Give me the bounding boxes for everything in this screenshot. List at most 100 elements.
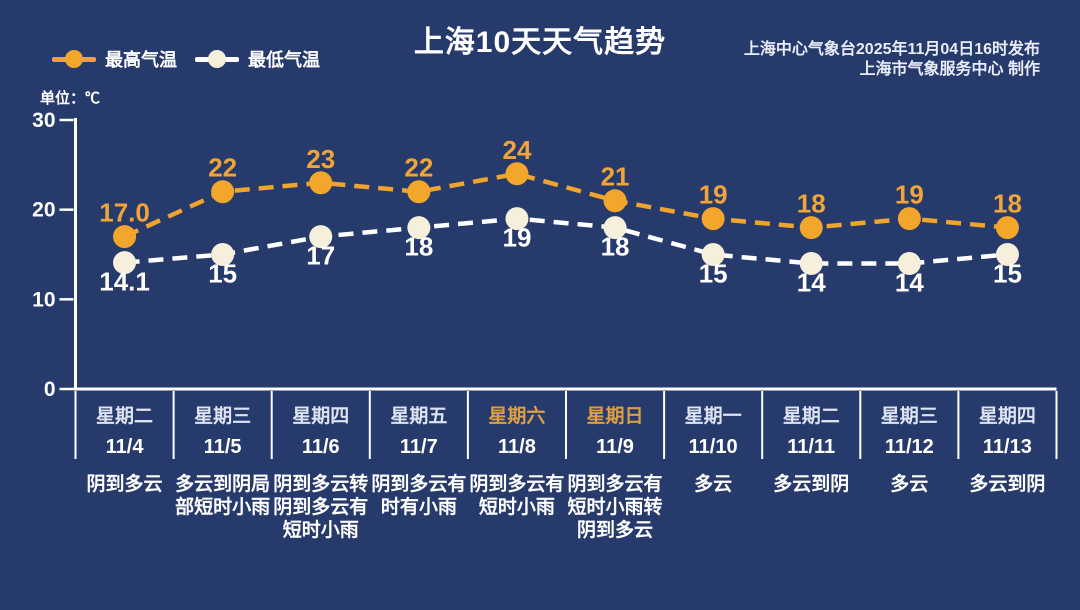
high-temp-point: [995, 216, 1019, 240]
chart-legend: 最高气温 最低气温: [52, 46, 320, 72]
day-column: 星期三 11/12 多云: [860, 391, 958, 542]
high-temp-value-label: 23: [306, 144, 335, 174]
forecast-text: 多云到阴: [969, 473, 1045, 496]
low-temp-legend-marker-icon: [195, 49, 239, 69]
low-temp-point: [309, 225, 333, 249]
forecast-text: 多云到阴局 部短时小雨: [175, 473, 270, 519]
high-temp-point: [603, 189, 627, 213]
forecast-line: 阴到多云: [577, 520, 654, 541]
forecast-line: 阴到多云有: [567, 474, 663, 495]
date-label: 11/6: [301, 436, 340, 458]
date-label: 11/4: [105, 436, 144, 458]
low-temp-point: [407, 216, 431, 240]
weekday-label: 星期三: [880, 406, 938, 427]
day-column: 星期四 11/6 阴到多云转 阴到多云有 短时小雨: [272, 391, 370, 542]
date-label: 11/11: [787, 436, 836, 458]
day-column: 星期二 11/11 多云到阴: [762, 391, 860, 542]
day-column: 星期六 11/8 阴到多云有 短时小雨: [468, 391, 566, 542]
y-axis-unit-label: 单位：℃: [40, 90, 101, 107]
date-label: 11/10: [688, 436, 738, 458]
legend-item-low-temp: 最低气温: [195, 46, 320, 72]
legend-label-high: 最高气温: [105, 50, 177, 70]
weekday-label: 星期一: [684, 406, 742, 427]
source-line-2: 上海市气象服务中心 制作: [859, 61, 1040, 78]
page-title: 上海10天天气趋势: [413, 26, 667, 59]
weekday-label: 星期四: [978, 406, 1036, 427]
weekday-label: 星期三: [194, 406, 252, 427]
low-temp-value-label: 19: [502, 223, 531, 253]
forecast-line: 多云到阴: [969, 474, 1046, 495]
day-column: 星期一 11/10 多云: [664, 391, 762, 542]
low-temp-value-label: 15: [699, 259, 728, 289]
low-temp-point: [995, 243, 1019, 266]
source-attribution: 上海中心气象台2025年11月04日16时发布 上海市气象服务中心 制作: [744, 40, 1040, 80]
low-temp-point: [505, 207, 529, 231]
weekday-label: 星期五: [390, 406, 448, 427]
low-temp-value-label: 18: [601, 232, 630, 262]
forecast-line: 多云: [890, 474, 929, 495]
date-label: 11/12: [884, 436, 934, 458]
high-temp-point: [113, 225, 137, 249]
low-temp-value-label: 15: [993, 259, 1022, 289]
forecast-text: 阴到多云有 时有小雨: [371, 473, 466, 519]
low-temp-point: [603, 216, 627, 240]
forecast-text: 多云到阴: [773, 473, 849, 496]
day-column: 星期日 11/9 阴到多云有 短时小雨转 阴到多云: [566, 391, 664, 542]
legend-label-low: 最低气温: [248, 50, 320, 70]
high-temp-value-label: 24: [502, 135, 531, 165]
forecast-line: 多云到阴局: [175, 474, 271, 495]
high-temp-value-label: 19: [895, 180, 924, 210]
low-temp-value-label: 14.1: [99, 267, 150, 297]
low-temp-value-label: 14: [797, 267, 826, 297]
weekday-label: 星期四: [292, 406, 350, 427]
weekday-label: 星期六: [488, 406, 546, 427]
low-temp-value-label: 17: [306, 241, 335, 271]
forecast-line: 多云到阴: [773, 474, 850, 495]
forecast-line: 短时小雨: [282, 520, 359, 541]
high-temp-line: [123, 171, 1008, 239]
high-temp-value-label: 18: [993, 189, 1022, 219]
forecast-line: 多云: [694, 474, 733, 495]
date-label: 11/5: [203, 436, 242, 458]
high-temp-point: [309, 171, 333, 195]
high-temp-legend-marker-icon: [52, 49, 96, 69]
high-temp-point: [407, 180, 431, 204]
high-temp-point: [799, 216, 823, 240]
high-temp-value-label: 22: [208, 153, 237, 183]
forecast-text: 多云: [694, 473, 732, 496]
source-line-1: 上海中心气象台2025年11月04日16时发布: [743, 41, 1040, 58]
low-temp-point: [897, 251, 921, 275]
y-tick-label: 0: [44, 378, 56, 401]
high-temp-value-label: 21: [601, 162, 630, 192]
forecast-text: 阴到多云有 短时小雨转 阴到多云: [568, 473, 663, 542]
x-axis-day-columns: 星期二 11/4 阴到多云 星期三 11/5 多云到阴局 部短时小雨 星期四 11/6 阴到多云转…: [76, 391, 1057, 542]
y-tick-label: 10: [32, 288, 55, 311]
forecast-line: 阴到多云: [86, 474, 163, 495]
day-column: 星期三 11/5 多云到阴局 部短时小雨: [174, 391, 272, 542]
day-column: 星期五 11/7 阴到多云有 时有小雨: [370, 391, 468, 542]
y-tick-label: 30: [32, 109, 55, 132]
forecast-text: 多云: [890, 473, 928, 496]
low-temp-point: [113, 251, 137, 275]
forecast-line: 阴到多云有: [371, 474, 467, 495]
low-temp-line: [124, 216, 1008, 266]
forecast-line: 短时小雨: [478, 497, 555, 518]
legend-item-high-temp: 最高气温: [52, 46, 177, 72]
weekday-label: 星期二: [96, 406, 154, 427]
forecast-text: 阴到多云: [87, 473, 163, 496]
high-temp-value-label: 19: [699, 180, 728, 210]
forecast-text: 阴到多云有 短时小雨: [469, 473, 564, 519]
low-temp-point: [799, 251, 823, 275]
forecast-line: 短时小雨转: [567, 497, 663, 518]
forecast-line: 部短时小雨: [175, 497, 271, 518]
high-temp-point: [211, 180, 235, 204]
y-tick-label: 20: [32, 199, 55, 222]
forecast-line: 阴到多云有: [469, 474, 565, 495]
high-temp-point: [505, 162, 529, 186]
forecast-line: 阴到多云有: [273, 497, 369, 518]
weekday-label: 星期日: [586, 406, 644, 427]
low-temp-point: [701, 243, 725, 266]
date-label: 11/7: [399, 436, 438, 458]
